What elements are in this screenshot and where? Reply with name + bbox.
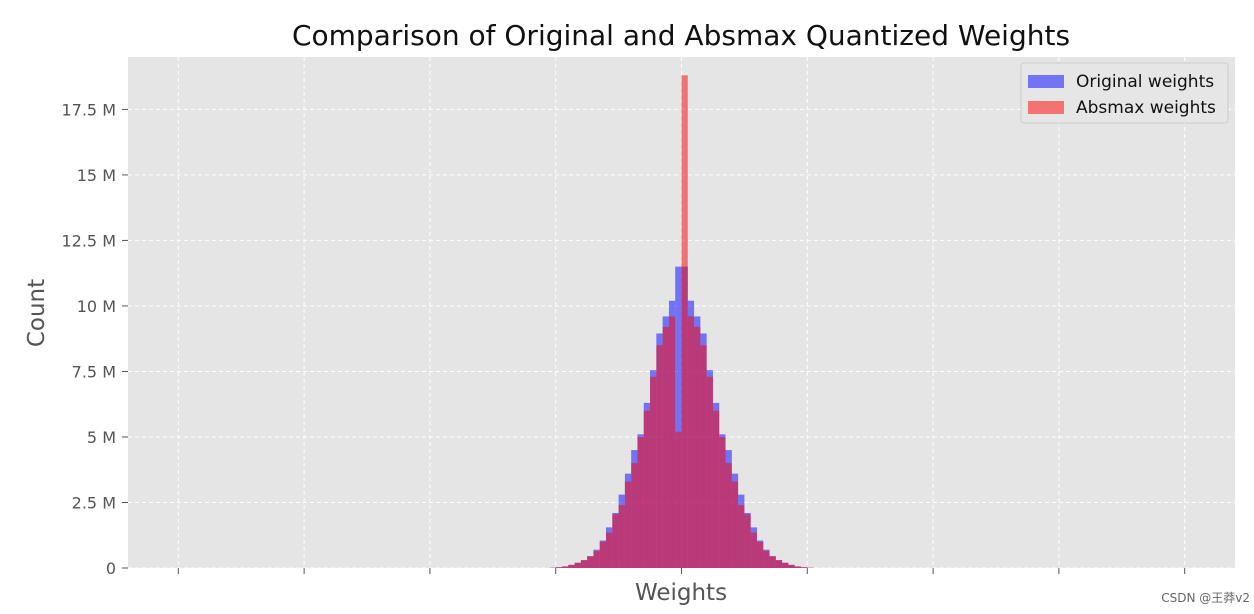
histogram-bar [580,560,588,568]
series-absmax-weights [549,75,814,568]
histogram-bar [555,567,562,568]
histogram-bar [631,463,638,568]
histogram-bar [775,560,783,568]
y-tick-label: 7.5 M [72,362,116,381]
histogram-bar [712,410,720,568]
histogram-bar [662,326,669,568]
legend-swatch [1028,101,1064,114]
y-tick-label: 10 M [77,297,116,316]
histogram-bar [643,410,651,568]
histogram-bar [801,567,808,568]
histogram-bar [706,376,713,568]
histogram-bar [650,376,657,568]
y-axis-label: Count [24,279,50,347]
histogram-bar [788,564,795,568]
histogram-bar [769,556,776,568]
histogram-bar [587,556,594,568]
y-tick-label: 0 [106,559,116,578]
histogram-bar [719,436,726,568]
histogram-bar [675,431,682,568]
y-tick-label: 5 M [87,428,116,447]
histogram-bar [731,481,739,568]
legend-label: Absmax weights [1076,98,1216,118]
chart-title: Comparison of Original and Absmax Quanti… [292,19,1070,52]
histogram-bar [725,463,732,568]
histogram-bar [561,566,569,568]
legend-swatch [1028,75,1064,88]
histogram-bar [612,514,619,568]
histogram-bar [782,562,789,568]
histogram-bar [599,541,607,568]
histogram-bar [738,505,745,568]
y-tick-label: 17.5 M [61,100,116,119]
histogram-bar [624,481,632,568]
histogram-bar [675,266,682,568]
y-tick-label: 12.5 M [61,231,116,250]
histogram-bar [568,564,575,568]
y-tick-label: 2.5 M [72,493,116,512]
histogram-bar [637,436,644,568]
histogram-bar [763,550,770,568]
histogram-bar [700,345,707,568]
histogram-bar [668,316,676,568]
watermark-text: CSDN @王莽v2 [1161,591,1250,605]
histogram-bar [574,562,581,568]
legend-box [1020,62,1229,124]
histogram-bar [618,505,625,568]
axes: 0 2.5 M 5 M 7.5 M 10 M 12.5 M 15 M 17.5 M [61,100,1186,578]
histogram-bar [750,532,757,568]
histogram-bar [656,345,663,568]
histogram-bar [606,532,613,568]
histogram-bar [687,316,695,568]
legend-label: Original weights [1076,72,1214,92]
histogram-bar [694,326,701,568]
y-tick-label: 15 M [77,166,116,185]
histogram-bar [593,550,600,568]
histogram-bar [681,75,688,568]
histogram-bars [549,75,814,568]
histogram-bar [756,541,764,568]
histogram-bar [744,514,751,568]
legend: Original weights Absmax weights [1020,62,1229,124]
x-axis-label: Weights [635,580,727,606]
histogram-bar [794,566,802,568]
